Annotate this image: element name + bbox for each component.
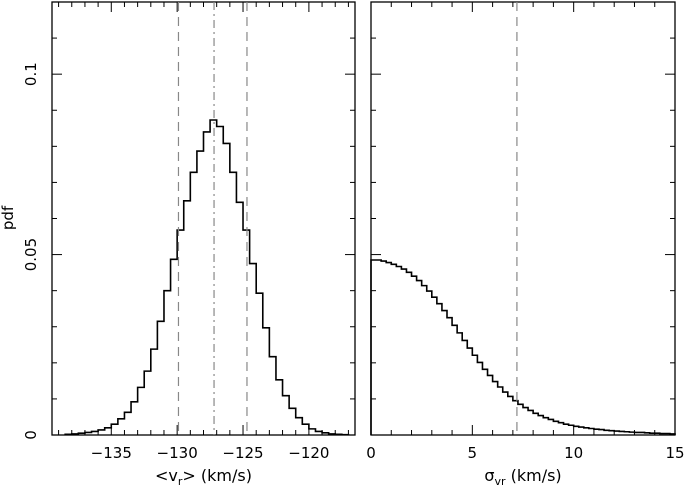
x-tick-label: 15: [665, 444, 684, 462]
x-tick-label: −125: [222, 444, 263, 462]
x-tick-label: 0: [366, 444, 376, 462]
plot-frame: [51, 1, 356, 436]
x-tick-label: −130: [157, 444, 198, 462]
x-tick-label: −120: [288, 444, 329, 462]
y-tick-label: 0.1: [22, 62, 40, 86]
y-tick-label: 0: [22, 430, 40, 440]
plot-frame: [370, 1, 676, 436]
x-axis-label: σvr (km/s): [484, 466, 561, 488]
x-axis-label: <vr> (km/s): [155, 466, 252, 488]
histogram-series: [64, 119, 350, 436]
panel-left: −135 −130 −125 −120 0 0.05 0.1 <vr> (km/s): [22, 1, 356, 488]
x-tick-label: 5: [468, 444, 478, 462]
x-tick-label: −135: [91, 444, 132, 462]
panel-right: 0 5 10 15 σvr (km/s): [366, 1, 685, 488]
histogram-series: [370, 259, 676, 435]
y-axis-label: pdf: [0, 205, 17, 230]
x-tick-label: 10: [564, 444, 583, 462]
y-tick-label: 0.05: [22, 238, 40, 271]
